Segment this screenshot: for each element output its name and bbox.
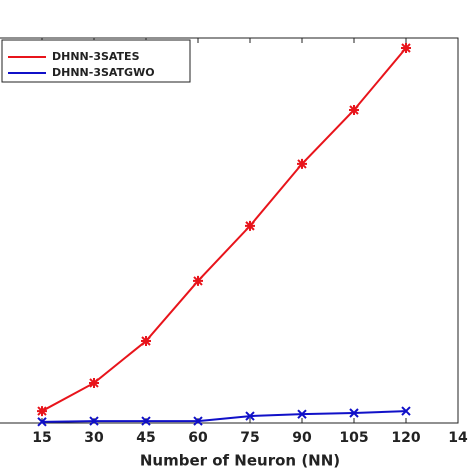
point — [89, 416, 99, 426]
point — [297, 158, 307, 169]
series-line — [41, 47, 407, 412]
x-tick-label: 60 — [188, 430, 208, 446]
x-axis-label: Number of Neuron (NN) — [140, 452, 340, 470]
point — [297, 409, 307, 419]
point — [401, 43, 411, 54]
point — [349, 408, 359, 418]
series-line — [41, 410, 407, 423]
x-tick-label: 30 — [84, 430, 104, 446]
point — [37, 417, 47, 427]
x-tick-label: 14 — [448, 430, 468, 446]
point — [141, 335, 151, 346]
plot-frame — [0, 37, 459, 424]
x-tick-label: 90 — [292, 430, 312, 446]
legend: DHNN-3SATES DHNN-3SATGWO — [1, 39, 191, 83]
point — [245, 411, 255, 421]
point — [193, 416, 203, 426]
point — [349, 104, 359, 115]
x-tick-label: 75 — [240, 430, 259, 446]
point — [193, 275, 203, 286]
point — [89, 377, 99, 388]
x-tick-label: 45 — [136, 430, 155, 446]
x-tick-label: 120 — [391, 430, 420, 446]
legend-box — [1, 39, 191, 83]
point — [141, 416, 151, 426]
point — [37, 406, 47, 417]
point — [245, 220, 255, 231]
legend-label: DHNN-3SATGWO — [52, 66, 155, 79]
legend-label: DHNN-3SATES — [52, 50, 140, 63]
point — [401, 406, 411, 416]
x-tick-label: 15 — [32, 430, 51, 446]
x-tick-label: 105 — [339, 430, 368, 446]
